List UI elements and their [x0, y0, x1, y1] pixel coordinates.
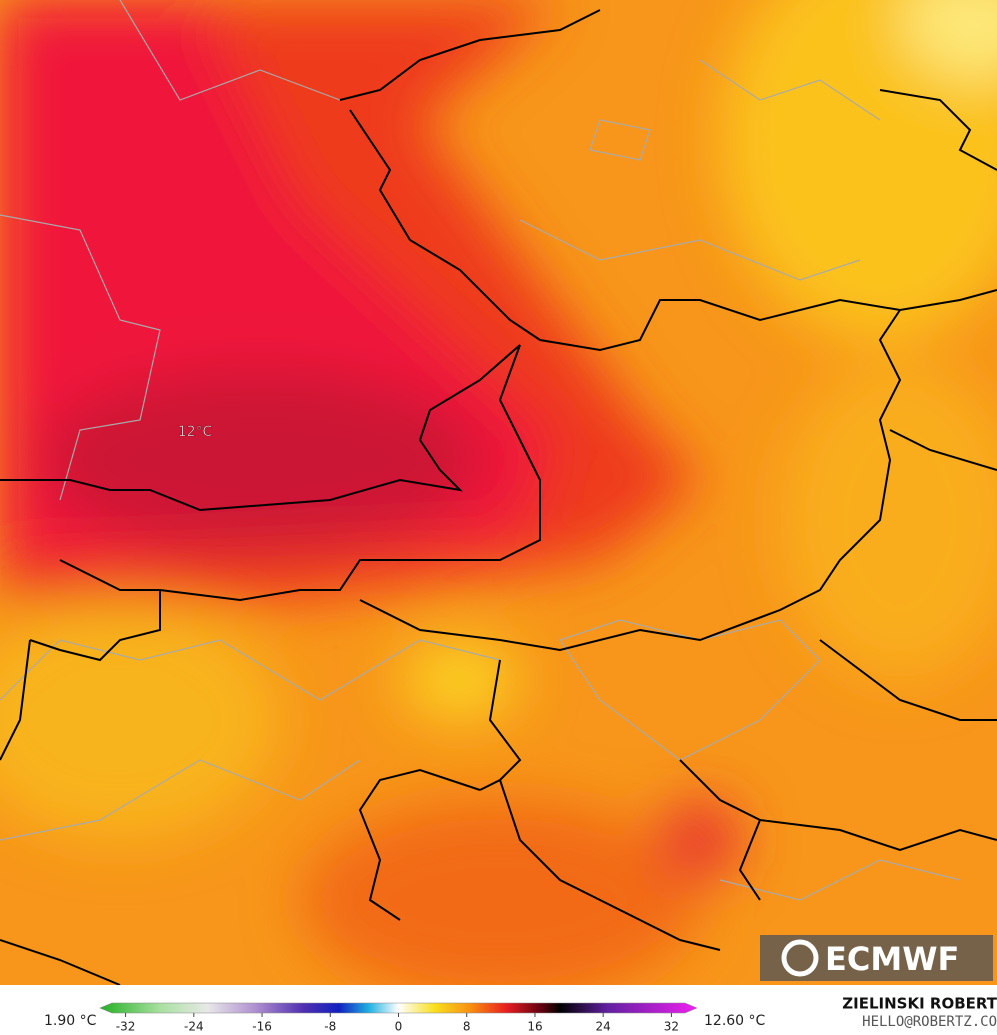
colorbar-tick-label: 16	[527, 1020, 542, 1034]
logo-text: ECMWF	[825, 940, 959, 978]
logo: ECMWF	[760, 935, 993, 981]
credit-name: ZIELINSKI ROBERT	[842, 995, 997, 1013]
colorbar-tick-label: -8	[324, 1020, 336, 1034]
colorbar-tick-label: 24	[596, 1020, 611, 1034]
region-borders	[0, 0, 961, 901]
colorbar-tick-label: 32	[664, 1020, 679, 1034]
colorbar-tick-label: -24	[184, 1020, 204, 1034]
colorbar-tick-label: 8	[463, 1020, 471, 1034]
colorbar-bar	[99, 1002, 698, 1014]
colorbar-min-label: 1.90 °C	[44, 1013, 97, 1029]
map-label: 12°C	[178, 424, 213, 440]
country-borders	[0, 9, 997, 985]
colorbar-tick-label: -32	[116, 1020, 136, 1034]
credit-contact: HELLO@ROBERTZ.CO	[862, 1014, 997, 1030]
temperature-field: 12°C ECMWF	[0, 0, 997, 985]
colorbar-tick-label: 0	[395, 1020, 403, 1034]
colorbar-max-label: 12.60 °C	[704, 1013, 766, 1029]
colorbar: 1.90 °C 12.60 °C -32 -24 -16 -8 0 8 16 24 32	[44, 1002, 766, 1034]
logo-icon	[781, 939, 819, 977]
colorbar-tick-label: -16	[252, 1020, 272, 1034]
